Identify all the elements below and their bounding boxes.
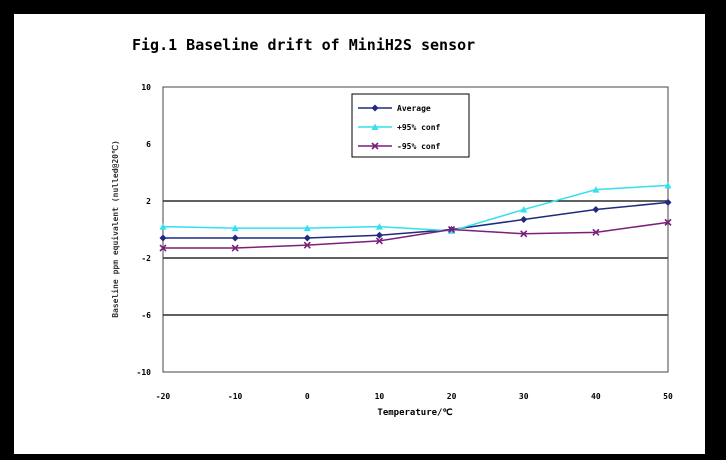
chart-frame: Fig.1 Baseline drift of MiniH2S sensor -…	[14, 14, 705, 454]
data-point	[375, 237, 383, 245]
x-tick-label: -20	[156, 392, 171, 401]
y-tick-labels: -10 -6 -2 2 6 10	[137, 83, 152, 377]
x-tick-label: 10	[375, 392, 385, 401]
data-point	[592, 186, 600, 193]
data-point	[520, 206, 528, 213]
grid-lines	[163, 200, 668, 316]
x-tick-label: -10	[228, 392, 243, 401]
y-axis-label: Baseline ppm equivalent (nulled@20℃)	[110, 140, 120, 318]
data-point	[371, 142, 379, 150]
data-point	[375, 223, 383, 230]
x-tick-label: 20	[447, 392, 457, 401]
series-line	[163, 201, 669, 239]
data-point	[592, 228, 600, 236]
x-tick-labels: -20 -10 0 10 20 30 40 50	[156, 392, 673, 401]
data-point	[159, 234, 167, 242]
data-point	[448, 225, 456, 234]
data-point	[664, 218, 672, 226]
legend-label: -95% conf	[397, 142, 441, 151]
y-tick-label: -2	[141, 254, 151, 263]
data-point	[159, 244, 167, 252]
y-tick-label: -10	[137, 368, 152, 377]
data-point	[231, 244, 239, 252]
x-axis-label: Temperature/℃	[377, 407, 452, 418]
data-point	[520, 230, 528, 238]
data-point	[375, 231, 383, 239]
series-line	[162, 184, 669, 232]
series-line	[163, 221, 669, 249]
data-point	[592, 206, 600, 214]
y-tick-label: 6	[146, 140, 151, 149]
y-tick-label: 2	[146, 197, 151, 206]
x-tick-label: 40	[591, 392, 601, 401]
data-point	[231, 224, 239, 232]
y-tick-label: 10	[141, 83, 151, 92]
legend-label: +95% conf	[397, 123, 441, 132]
data-point	[371, 104, 379, 112]
data-point	[303, 234, 311, 242]
x-tick-label: 50	[663, 392, 673, 401]
legend-label: Average	[397, 104, 431, 113]
data-point	[303, 241, 311, 249]
data-point	[664, 198, 672, 206]
x-tick-label: 30	[519, 392, 529, 401]
data-point	[664, 181, 672, 189]
data-point	[520, 216, 528, 224]
data-point	[231, 234, 239, 242]
x-tick-label: 0	[305, 392, 310, 401]
series-group	[159, 181, 672, 252]
legend: Average +95% conf -95% conf	[351, 93, 470, 158]
data-point	[371, 123, 379, 130]
chart-title: Fig.1 Baseline drift of MiniH2S sensor	[132, 36, 475, 54]
line-chart: Fig.1 Baseline drift of MiniH2S sensor -…	[110, 36, 673, 418]
y-tick-label: -6	[141, 311, 151, 320]
data-point	[303, 224, 311, 232]
data-point	[159, 223, 167, 230]
